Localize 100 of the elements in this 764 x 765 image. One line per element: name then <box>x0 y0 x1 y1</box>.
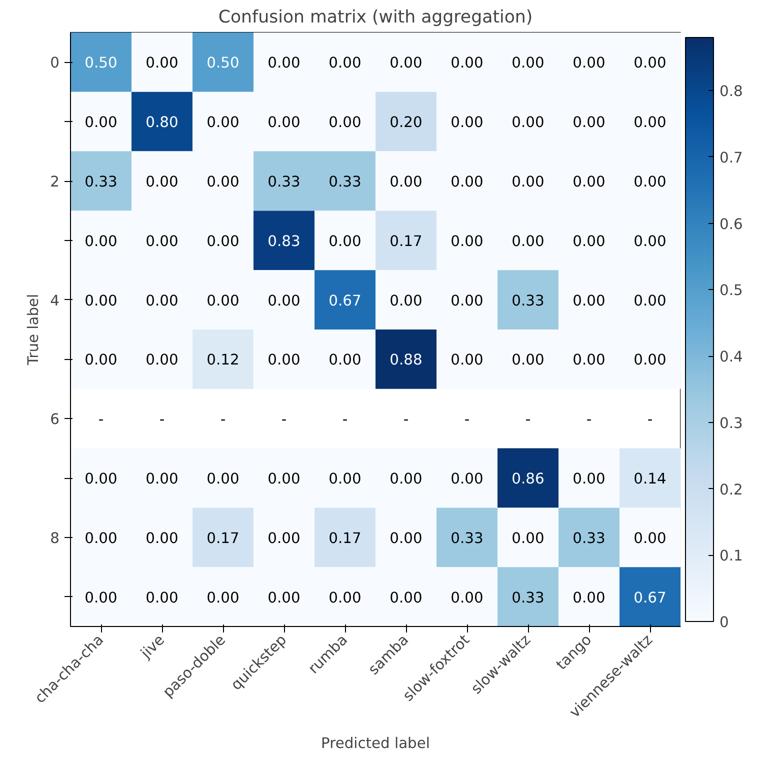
chart-title: Confusion matrix (with aggregation) <box>218 8 533 28</box>
data-label: 0.00 <box>450 470 484 488</box>
color-bar-label: 0.7 <box>720 149 743 166</box>
text: - <box>647 411 653 428</box>
data-label: 0.00 <box>268 114 300 132</box>
text: - <box>220 411 226 428</box>
data-label: 0.88 <box>390 352 422 369</box>
data-label: 0.00 <box>572 232 606 250</box>
data-label: 0.00 <box>634 54 666 72</box>
text: - <box>403 411 409 428</box>
data-label: 0.86 <box>512 470 544 488</box>
data-label: 0.00 <box>512 114 544 132</box>
data-label: 0.00 <box>572 470 606 488</box>
data-label: 0.00 <box>328 54 362 72</box>
data-label: 0.00 <box>84 470 118 488</box>
data-label: 0.00 <box>84 352 118 369</box>
color-bar-label: 0.6 <box>720 216 743 233</box>
data-label: 0.33 <box>512 292 544 310</box>
data-label: 0.00 <box>268 589 300 606</box>
data-label: 0.00 <box>206 589 240 606</box>
color-bar-label: 0.5 <box>720 282 743 300</box>
data-label: 0.00 <box>206 470 240 488</box>
data-label: 0.00 <box>146 470 178 488</box>
data-label: 0.00 <box>450 174 484 190</box>
data-label: 0.00 <box>512 352 544 369</box>
data-label: 0.00 <box>450 352 484 369</box>
data-label: 0.33 <box>328 174 362 190</box>
data-label: 0.00 <box>512 232 544 250</box>
data-label: 0.00 <box>450 589 484 606</box>
data-label: 0.12 <box>206 352 240 369</box>
data-label: 0.00 <box>268 54 300 72</box>
data-label: 0.00 <box>84 589 118 606</box>
y-tick-label: 8 <box>50 530 60 547</box>
data-label: 0.00 <box>390 292 422 310</box>
data-label: 0.80 <box>146 114 178 132</box>
data-label: 0.00 <box>634 232 666 250</box>
text: - <box>586 411 592 428</box>
data-label: 0.00 <box>206 114 240 132</box>
data-label: 0.00 <box>634 174 666 190</box>
data-label: 0.00 <box>328 232 362 250</box>
y-tick-label: 6 <box>50 411 60 428</box>
data-label: 0.00 <box>84 292 118 310</box>
data-label: 0.33 <box>572 530 606 547</box>
data-label: 0.00 <box>450 54 484 72</box>
data-label: 0.00 <box>146 54 178 72</box>
data-label: 0.67 <box>634 589 666 606</box>
color-bar-label: 0.8 <box>720 83 743 100</box>
data-label: 0.50 <box>206 54 240 72</box>
text: - <box>464 411 470 428</box>
color-bar-label: 0 <box>720 614 729 631</box>
data-label: 0.00 <box>450 114 484 132</box>
data-label: 0.00 <box>146 589 178 606</box>
data-label: 0.00 <box>634 292 666 310</box>
data-label: 0.00 <box>512 174 544 190</box>
color-bar-label: 0.4 <box>720 348 743 366</box>
y-tick-label: 2 <box>50 174 60 190</box>
data-label: 0.17 <box>390 232 422 250</box>
data-label: 0.00 <box>206 174 240 190</box>
text: - <box>281 411 287 428</box>
data-label: 0.00 <box>268 352 300 369</box>
text: - <box>342 411 348 428</box>
color-bar-label: 0.1 <box>720 548 743 565</box>
data-label: 0.00 <box>206 232 240 250</box>
data-label: 0.00 <box>268 292 300 310</box>
data-label: 0.00 <box>390 470 422 488</box>
data-label: 0.00 <box>206 292 240 310</box>
data-label: 0.00 <box>146 174 178 190</box>
data-label: 0.00 <box>450 232 484 250</box>
data-label: 0.17 <box>206 530 240 547</box>
data-label: 0.00 <box>146 352 178 369</box>
data-label: 0.00 <box>328 352 362 369</box>
data-label: 0.20 <box>390 114 422 132</box>
data-label: 0.33 <box>84 174 118 190</box>
y-tick-label: 0 <box>50 54 60 72</box>
data-label: 0.00 <box>390 530 422 547</box>
color-bar-label: 0.3 <box>720 414 743 432</box>
data-label: 0.00 <box>84 232 118 250</box>
data-label: 0.00 <box>572 54 606 72</box>
text: - <box>98 411 104 428</box>
data-label: 0.00 <box>390 54 422 72</box>
data-label: 0.00 <box>84 530 118 547</box>
x-axis-title: Predicted label <box>321 735 430 752</box>
data-label: 0.83 <box>268 232 300 250</box>
y-axis-title: True label <box>25 294 42 366</box>
data-label: 0.00 <box>390 589 422 606</box>
data-label: 0.17 <box>328 530 362 547</box>
data-label: 0.33 <box>268 174 300 190</box>
text: - <box>159 411 165 428</box>
data-label: 0.00 <box>572 292 606 310</box>
data-label: 0.00 <box>572 114 606 132</box>
data-label: 0.00 <box>146 292 178 310</box>
data-label: 0.00 <box>450 292 484 310</box>
data-label: 0.00 <box>328 114 362 132</box>
data-label: 0.00 <box>572 589 606 606</box>
text: - <box>525 411 531 428</box>
data-label: 0.00 <box>390 174 422 190</box>
data-label: 0.00 <box>328 589 362 606</box>
data-label: 0.00 <box>268 530 300 547</box>
data-label: 0.00 <box>572 352 606 369</box>
data-label: 0.00 <box>634 114 666 132</box>
